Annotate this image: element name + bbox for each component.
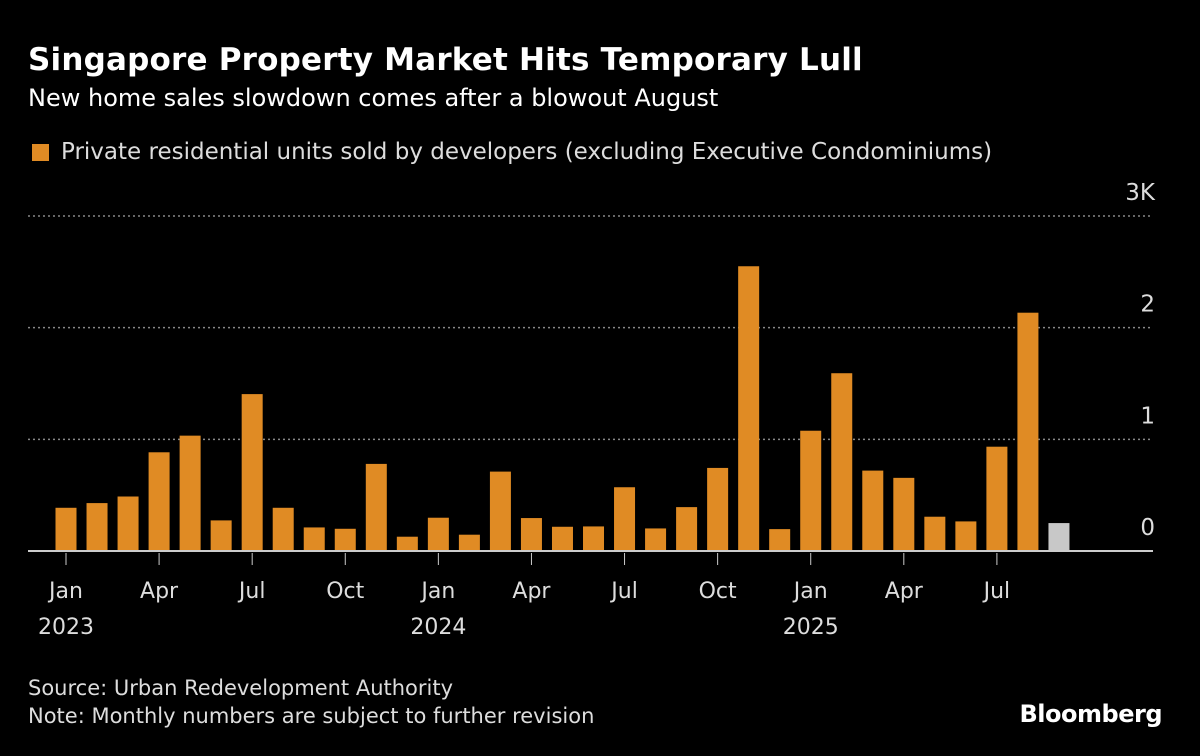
x-tick-label: Jul xyxy=(982,579,1011,604)
revision-note: Note: Monthly numbers are subject to fur… xyxy=(28,704,595,728)
bar-2023-07 xyxy=(241,394,263,551)
bar-2024-06 xyxy=(583,526,605,551)
bar-2023-11 xyxy=(365,463,387,551)
bar-2025-02 xyxy=(831,373,853,551)
legend-swatch xyxy=(32,143,49,161)
chart-title: Singapore Property Market Hits Temporary… xyxy=(28,42,863,78)
bar-2025-01 xyxy=(800,430,822,551)
x-year-label: 2025 xyxy=(783,615,839,640)
x-tick-label: Jan xyxy=(792,579,828,604)
bar-2024-02 xyxy=(458,534,480,551)
bar-2025-07 xyxy=(986,446,1008,551)
x-tick-label: Jul xyxy=(237,579,266,604)
bar-2023-01 xyxy=(55,507,77,551)
bar-2023-10 xyxy=(334,528,356,551)
bar-2025-09 xyxy=(1048,523,1070,551)
x-tick-label: Apr xyxy=(140,579,179,604)
x-tick-label: Jan xyxy=(419,579,455,604)
bar-2023-02 xyxy=(86,503,108,551)
bloomberg-logo: Bloomberg xyxy=(1019,700,1163,728)
x-tick-label: Apr xyxy=(512,579,551,604)
bar-2025-04 xyxy=(893,477,915,551)
bar-2023-08 xyxy=(272,507,294,551)
bar-2023-04 xyxy=(148,452,170,551)
bar-2025-08 xyxy=(1017,312,1039,551)
bar-2024-10 xyxy=(707,467,729,551)
bar-2024-08 xyxy=(645,528,667,551)
bar-2024-04 xyxy=(520,518,542,551)
bar-2024-01 xyxy=(427,517,449,551)
y-tick-label: 3K xyxy=(1125,180,1156,206)
y-tick-label: 1 xyxy=(1140,403,1155,429)
x-tick-label: Apr xyxy=(885,579,924,604)
bar-2023-09 xyxy=(303,527,325,551)
legend-label: Private residential units sold by develo… xyxy=(61,139,993,165)
x-tick-label: Oct xyxy=(699,579,737,604)
bar-2023-06 xyxy=(210,520,232,551)
bar-2024-03 xyxy=(489,471,511,551)
x-tick-label: Jul xyxy=(609,579,638,604)
bar-2023-12 xyxy=(396,536,418,551)
bar-2025-06 xyxy=(955,521,977,551)
bar-2023-03 xyxy=(117,496,139,551)
x-year-label: 2024 xyxy=(410,615,466,640)
y-tick-label: 2 xyxy=(1140,292,1155,318)
bar-2023-05 xyxy=(179,435,201,551)
bar-2024-09 xyxy=(676,507,698,551)
bar-2025-03 xyxy=(862,470,884,551)
x-tick-label: Jan xyxy=(47,579,83,604)
bar-2024-11 xyxy=(738,266,760,551)
bar-2024-07 xyxy=(614,487,636,551)
bar-2024-12 xyxy=(769,529,791,551)
x-year-label: 2023 xyxy=(38,615,94,640)
legend: Private residential units sold by develo… xyxy=(32,139,992,165)
bar-2024-05 xyxy=(551,526,573,551)
x-tick-label: Oct xyxy=(326,579,364,604)
source-note: Source: Urban Redevelopment Authority xyxy=(28,676,454,700)
bar-2025-05 xyxy=(924,516,946,551)
y-tick-label: 0 xyxy=(1140,515,1155,541)
chart-subtitle: New home sales slowdown comes after a bl… xyxy=(28,84,719,112)
